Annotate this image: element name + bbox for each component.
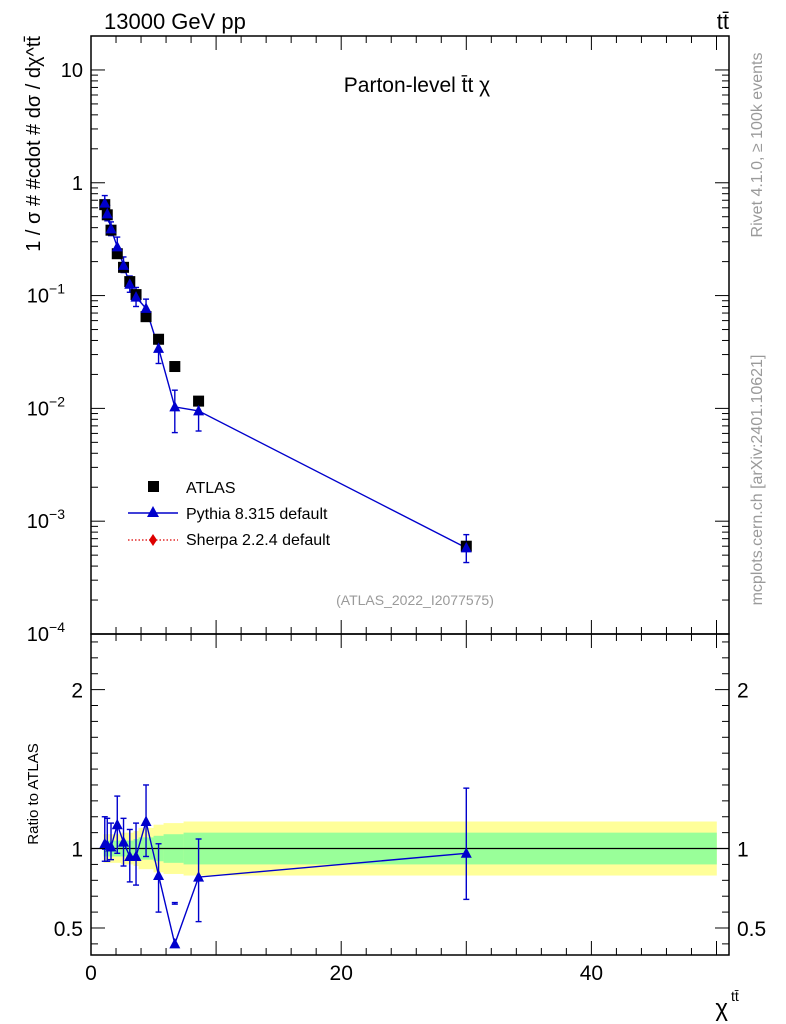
legend-sherpa-label: Sherpa 2.2.4 default [186,532,331,549]
main-plot-data [99,194,472,564]
x-tick-label: 40 [580,962,603,985]
main-plot-title: Parton-level t̄t χ [344,74,490,97]
pythia-ratio-point [105,840,117,852]
ratio-y-tick-label-right: 1 [737,839,749,862]
mcplots-reference-label: mcplots.cern.ch [arXiv:2401.10621] [749,355,766,606]
pythia-ratio-point [111,818,123,830]
y-tick-label: 10 [61,60,83,82]
x-axis-label: χ tt̄ [715,988,738,1022]
pythia-data-point [105,222,117,234]
ratio-y-tick-label-left: 1 [71,839,83,862]
atlas-data-point [111,248,123,260]
pythia-ratio-point [169,937,181,949]
ratio-plot-frame [90,633,730,956]
pythia-ratio-point [140,815,152,827]
ratio-plot-data [91,784,729,949]
main-plot-panel: 10 1 10−1 10−2 10−3 10−4 Parton-level t̄t χ (… [23,35,730,646]
legend-entry-sherpa: Sherpa 2.2.4 default [128,532,331,549]
rivet-version-label: Rivet 4.1.0, ≥ 100k events [749,53,766,238]
ratio-y-tick-label-right: 2 [737,680,749,703]
legend-atlas-marker [148,481,159,492]
legend-pythia-marker [147,506,159,517]
analysis-watermark: (ATLAS_2022_I2077575) [336,592,494,608]
pythia-ratio-point [118,836,130,847]
pythia-data-point [118,259,130,270]
pythia-ratio-point [460,847,472,858]
legend-entry-pythia: Pythia 8.315 default [128,506,328,523]
legend-pythia-label: Pythia 8.315 default [186,506,328,523]
pythia-data-point [99,197,111,208]
x-axis-label-chi: χ [715,995,728,1022]
y-tick-label: 10−2 [27,393,65,420]
ratio-plot-ticks: 0.5 0.51 12 20 20 40 [54,634,766,985]
main-plot-ticks: 10 1 10−1 10−2 10−3 10−4 [27,35,729,646]
pythia-ratio-point [153,869,165,881]
pythia-data-point [169,400,181,412]
pythia-data-point [130,291,142,302]
x-tick-label: 0 [85,962,97,985]
x-tick-label: 20 [330,962,353,985]
pythia-ratio-point [130,850,142,861]
pythia-data-point [124,278,136,289]
atlas-data-point [153,333,165,345]
pythia-series-line [104,202,467,549]
header-process-label: tt̄ [717,9,729,34]
pythia-ratio-point [193,871,205,882]
header-energy-label: 13000 GeV pp [104,9,246,34]
x-axis-label-superscript: tt̄ [731,988,739,1004]
pythia-data-point [193,404,205,416]
legend-atlas-label: ATLAS [186,480,236,497]
pythia-data-point [111,240,123,252]
ratio-y-tick-label-right: 0.5 [737,918,766,941]
legend: ATLAS Pythia 8.315 default Sherpa 2.2.4 … [128,480,331,549]
atlas-data-point [140,311,152,323]
atlas-data-point [193,395,205,407]
pythia-data-point [460,541,472,553]
y-tick-label: 1 [72,173,83,195]
legend-sherpa-marker [149,534,157,546]
y-tick-label: 10−1 [27,281,65,308]
ratio-y-axis-label: Ratio to ATLAS [25,743,42,844]
pythia-data-point [140,302,152,313]
ratio-y-tick-label-left: 2 [71,680,83,703]
y-tick-label: 10−3 [27,506,65,533]
main-y-axis-label: 1 / σ # #cdot # dσ / dχ^tt̄ [23,36,45,252]
y-tick-label: 10−4 [27,619,65,646]
pythia-data-point [153,342,165,353]
legend-entry-atlas: ATLAS [148,480,236,497]
atlas-data-point [169,361,181,373]
ratio-y-tick-label-left: 0.5 [54,918,83,941]
pythia-data-point [101,207,113,219]
ratio-plot-panel: 0.5 0.51 12 20 20 40 Ratio to ATLAS χ tt̄ [25,633,766,1022]
